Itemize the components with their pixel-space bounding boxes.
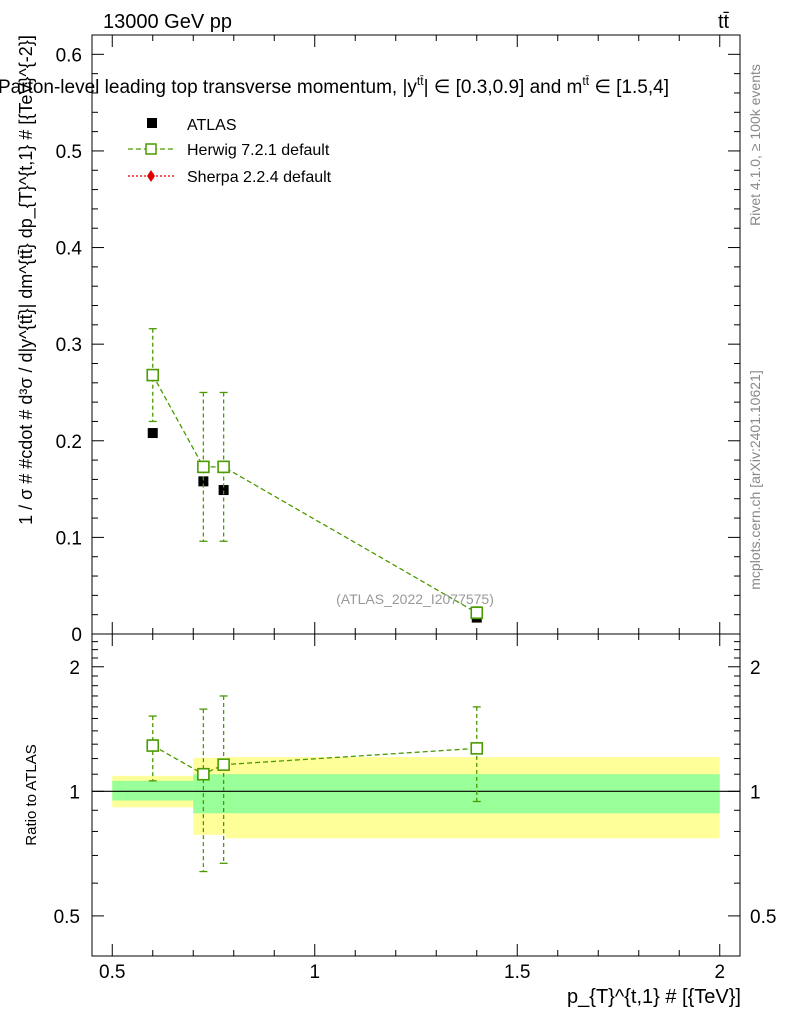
ratio-inner-band xyxy=(193,774,226,814)
mcplots-label: mcplots.cern.ch [arXiv:2401.10621] xyxy=(747,370,763,589)
main-y-tick-label: 0.5 xyxy=(56,142,82,163)
herwig-ratio-point xyxy=(146,739,160,752)
axes-ticks: 0.5 1 1.5 2 0 0.1 0.2 0.3 0.4 0.5 0.6 0.5 1 2 0.5 1 2 xyxy=(54,34,776,983)
main-y-tick-label: 0.6 xyxy=(56,45,82,66)
atlas-point xyxy=(198,476,209,487)
main-marks xyxy=(146,328,484,623)
process-label: tt̄ xyxy=(718,11,730,33)
ratio-y-tick-label-right: 2 xyxy=(750,658,761,679)
rivet-label: Rivet 4.1.0, ≥ 100k events xyxy=(747,64,763,226)
main-y-axis-label: 1 / σ # #cdot # d³σ / d|y^{tt̄}| dm^{tt̄… xyxy=(16,35,37,525)
ratio-y-tick-label-right: 1 xyxy=(750,782,761,803)
main-y-tick-label: 0 xyxy=(71,625,82,646)
legend-atlas-marker xyxy=(147,118,157,128)
ratio-y-axis-label: Ratio to ATLAS xyxy=(23,744,40,845)
legend: ATLAS Herwig 7.2.1 default Sherpa 2.2.4 … xyxy=(128,117,332,186)
ratio-y-tick-label-right: 0.5 xyxy=(750,907,776,928)
x-tick-label: 0.5 xyxy=(99,962,125,983)
legend-herwig-marker xyxy=(145,143,157,155)
herwig-point xyxy=(146,368,160,382)
ratio-bands xyxy=(92,757,740,839)
herwig-point xyxy=(470,606,484,620)
ratio-y-tick-label: 2 xyxy=(69,658,80,679)
herwig-ratio-point xyxy=(217,758,230,771)
plot-title-part3: ∈ [1.5,4] xyxy=(589,77,669,98)
legend-sherpa-label: Sherpa 2.2.4 default xyxy=(187,169,332,186)
herwig-point xyxy=(217,460,230,474)
x-tick-label: 2 xyxy=(714,962,725,983)
herwig-line xyxy=(152,374,478,614)
herwig-ratio-point xyxy=(470,742,484,755)
analysis-id: (ATLAS_2022_I2077575) xyxy=(336,591,494,607)
ratio-inner-band xyxy=(225,774,720,814)
herwig-ratio-point xyxy=(197,767,210,781)
x-axis-label: p_{T}^{t,1} # [{TeV}] xyxy=(567,986,741,1008)
main-y-tick-label: 0.2 xyxy=(56,432,82,453)
plot-title: Parton-level leading top transverse mome… xyxy=(0,74,669,98)
ratio-panel-frame xyxy=(91,633,741,957)
main-y-tick-label: 0.1 xyxy=(56,528,82,549)
herwig-point xyxy=(197,460,210,474)
ratio-marks xyxy=(146,695,484,873)
plot-title-sup1: tt̄ xyxy=(417,74,424,88)
atlas-point xyxy=(218,485,229,496)
ratio-inner-band xyxy=(112,780,194,801)
plot-title-part2: | ∈ [0.3,0.9] and m xyxy=(424,77,583,98)
legend-herwig-label: Herwig 7.2.1 default xyxy=(187,142,330,159)
ratio-y-tick-label: 0.5 xyxy=(54,907,80,928)
x-tick-label: 1 xyxy=(309,962,320,983)
legend-sherpa-marker xyxy=(147,170,155,182)
main-y-tick-label: 0.4 xyxy=(56,239,83,260)
atlas-point xyxy=(147,428,158,439)
main-y-tick-label: 0.3 xyxy=(56,335,82,356)
legend-atlas-label: ATLAS xyxy=(187,117,237,134)
x-tick-label: 1.5 xyxy=(504,962,530,983)
ratio-y-tick-label: 1 xyxy=(69,782,80,803)
plot-title-part1: Parton-level leading top transverse mome… xyxy=(0,77,417,98)
plot-title-sup2: tt̄ xyxy=(582,74,589,88)
energy-label: 13000 GeV pp xyxy=(103,11,232,33)
